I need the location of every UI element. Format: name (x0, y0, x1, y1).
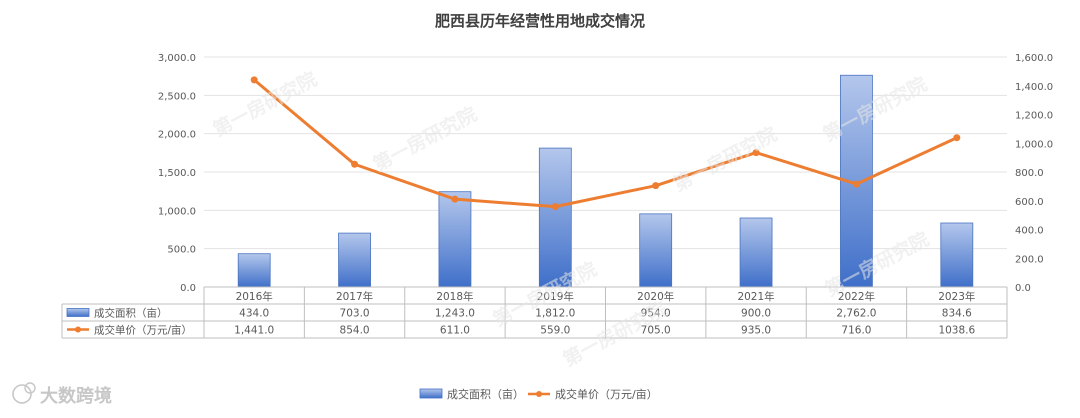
watermark-text: 第一房研究院 (819, 72, 930, 146)
left-tick-label: 500.0 (167, 245, 196, 256)
line-point (752, 149, 760, 157)
bar (438, 191, 472, 288)
line-point (551, 203, 559, 211)
bar (237, 253, 271, 288)
logo-ring-icon (12, 384, 32, 404)
table-value: 611.0 (440, 325, 470, 337)
line-layer (250, 76, 961, 211)
right-tick-label: 1,400.0 (1015, 82, 1053, 93)
line-point (953, 134, 961, 142)
table-value: 1,243.0 (435, 308, 475, 320)
right-tick-label: 200.0 (1015, 254, 1044, 265)
logo-dot-icon (24, 382, 36, 394)
table-value: 854.0 (340, 325, 370, 337)
table-value: 1,441.0 (234, 325, 274, 337)
table-value: 716.0 (841, 325, 871, 337)
legend-line-marker (536, 391, 542, 397)
table-value: 703.0 (340, 308, 370, 320)
watermark-text: 第一房研究院 (821, 227, 932, 301)
right-axis-ticks: 0.0 200.0 400.0 600.0 800.0 1,000.0 1,200.0 1,4… (1015, 53, 1053, 294)
left-tick-label: 1,500.0 (158, 168, 196, 179)
right-tick-label: 1,000.0 (1015, 139, 1053, 150)
watermark-text: 第一房研究院 (209, 67, 320, 141)
table-line-marker (75, 326, 81, 333)
table-bar-swatch (66, 308, 90, 317)
right-tick-label: 0.0 (1015, 283, 1031, 294)
legend-bar-swatch (419, 388, 443, 399)
line-point (852, 180, 860, 188)
left-tick-label: 0.0 (180, 283, 196, 294)
table-value: 834.6 (942, 308, 972, 320)
logo-text: 大数跨境 (40, 385, 112, 407)
legend: 成交面积（亩） 成交单价（万元/亩） (419, 387, 658, 401)
line-point (250, 76, 258, 84)
table-value: 434.0 (239, 308, 269, 320)
left-axis-ticks: 0.0 500.0 1,000.0 1,500.0 2,000.0 2,500.0 3,00… (158, 53, 196, 294)
table-value: 954.0 (641, 308, 671, 320)
bar (739, 217, 773, 288)
right-tick-label: 800.0 (1015, 168, 1044, 179)
legend-bar-label: 成交面积（亩） (447, 387, 524, 401)
table-value: 2,762.0 (836, 308, 876, 320)
left-tick-label: 1,000.0 (158, 206, 196, 217)
line-point (351, 160, 359, 168)
line-point (451, 195, 459, 203)
category-label: 2017年 (336, 290, 373, 303)
table-value: 705.0 (641, 325, 671, 337)
category-label: 2019年 (537, 290, 574, 303)
right-tick-label: 1,200.0 (1015, 111, 1053, 122)
price-line (253, 78, 958, 209)
left-tick-label: 3,000.0 (158, 53, 196, 64)
right-tick-label: 1,600.0 (1015, 53, 1053, 64)
category-label: 2022年 (838, 290, 875, 303)
category-label: 2020年 (637, 290, 674, 303)
line-point (652, 182, 660, 190)
bar (538, 147, 572, 288)
legend-line-label: 成交单价（万元/亩） (555, 387, 658, 401)
left-tick-label: 2,000.0 (158, 130, 196, 141)
category-label: 2023年 (938, 290, 975, 303)
table-value: 900.0 (741, 308, 771, 320)
right-tick-label: 400.0 (1015, 226, 1044, 237)
right-tick-label: 600.0 (1015, 197, 1044, 208)
bar (338, 232, 371, 288)
watermark-text: 第一房研究院 (369, 102, 480, 176)
category-label: 2018年 (436, 290, 473, 303)
series-row-label: 成交面积（亩） (94, 307, 168, 320)
table-value: 1038.6 (938, 325, 975, 337)
table-value: 1,812.0 (535, 308, 575, 320)
brand-logo: 大数跨境 (12, 382, 112, 407)
category-label: 2016年 (236, 290, 273, 303)
category-label: 2021年 (737, 290, 774, 303)
bar-layer (237, 74, 974, 288)
data-table: 2016年 2017年 2018年 2019年 2020年 2021年 2022年 2023年… (61, 286, 1008, 339)
left-tick-label: 2,500.0 (158, 91, 196, 102)
bar (639, 213, 673, 288)
series-row-label: 成交单价（万元/亩） (94, 324, 192, 337)
chart-title: 肥西县历年经营性用地成交情况 (435, 12, 645, 30)
grid-layer (204, 56, 1007, 250)
table-value: 935.0 (741, 325, 771, 337)
table-value: 559.0 (540, 325, 570, 337)
bar (940, 222, 974, 288)
